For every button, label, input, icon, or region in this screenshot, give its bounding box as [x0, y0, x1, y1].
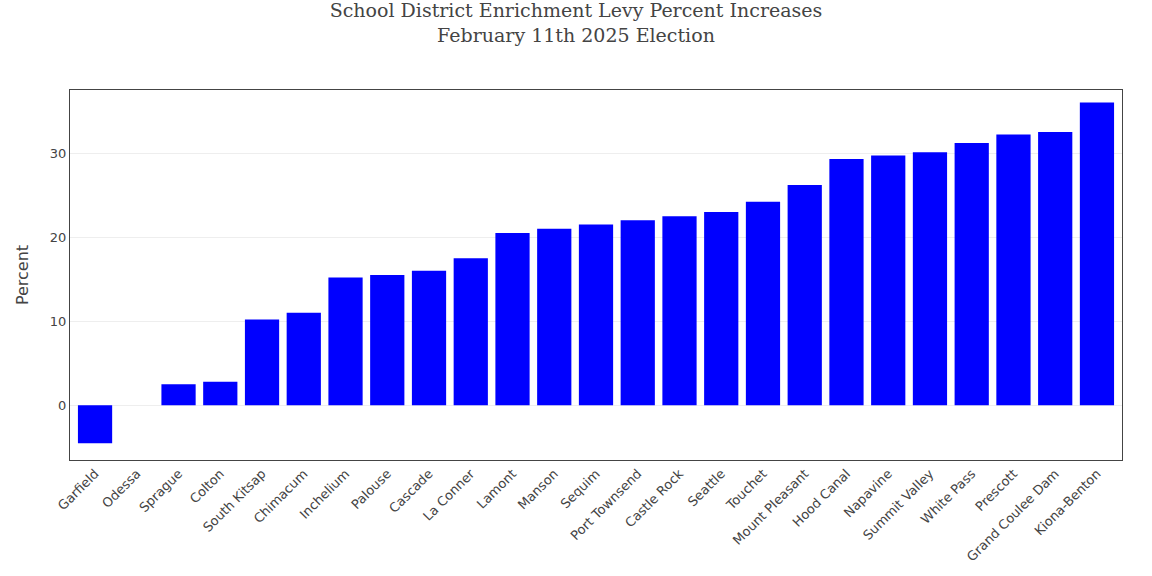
svg-text:Napavine: Napavine — [841, 466, 895, 520]
svg-text:Inchelium: Inchelium — [297, 466, 353, 522]
svg-text:Kiona-Benton: Kiona-Benton — [1032, 466, 1104, 538]
svg-text:Castle Rock: Castle Rock — [622, 466, 686, 530]
svg-text:10: 10 — [50, 314, 67, 329]
svg-text:Port Townsend: Port Townsend — [568, 466, 645, 543]
svg-text:Mount Pleasant: Mount Pleasant — [730, 466, 812, 548]
svg-text:Summit Valley: Summit Valley — [860, 466, 937, 543]
svg-text:Odessa: Odessa — [99, 466, 144, 511]
svg-text:30: 30 — [50, 146, 67, 161]
svg-text:0: 0 — [58, 398, 66, 413]
svg-text:Garfield: Garfield — [55, 466, 102, 513]
svg-text:Prescott: Prescott — [972, 466, 1020, 514]
svg-text:School District Enrichment Lev: School District Enrichment Levy Percent … — [330, 0, 823, 46]
svg-text:Seattle: Seattle — [685, 466, 728, 509]
svg-text:South Kitsap: South Kitsap — [200, 466, 269, 535]
svg-text:Hood Canal: Hood Canal — [790, 466, 854, 530]
svg-text:Cascade: Cascade — [386, 466, 436, 516]
svg-text:La Conner: La Conner — [420, 466, 478, 524]
svg-text:20: 20 — [50, 230, 67, 245]
svg-text:Chimacum: Chimacum — [251, 466, 311, 526]
svg-text:White Pass: White Pass — [918, 466, 979, 527]
svg-text:Lamont: Lamont — [474, 466, 519, 511]
svg-text:Sprague: Sprague — [136, 466, 185, 515]
svg-text:Touchet: Touchet — [723, 466, 770, 513]
svg-text:Percent: Percent — [13, 245, 32, 305]
svg-text:Grand Coulee Dam: Grand Coulee Dam — [964, 466, 1062, 564]
svg-text:Palouse: Palouse — [348, 466, 394, 512]
svg-text:Manson: Manson — [515, 466, 561, 512]
svg-text:Sequim: Sequim — [557, 466, 602, 511]
svg-text:Colton: Colton — [187, 466, 227, 506]
